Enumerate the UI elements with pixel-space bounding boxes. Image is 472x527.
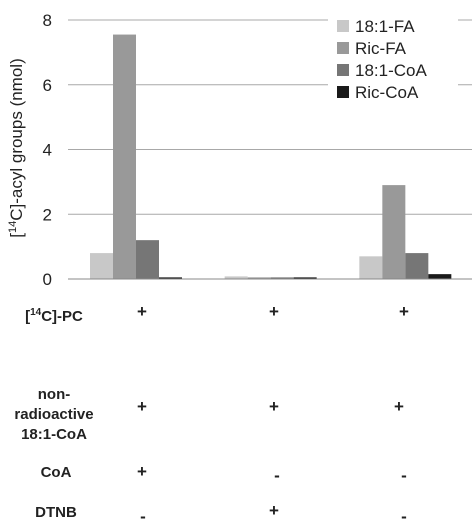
bar-18-1-fa [224, 276, 248, 279]
y-tick-label: 4 [43, 141, 52, 160]
condition-label-nonradioactive: non- radioactive 18:1-CoA [2, 385, 106, 445]
condition-label-coa: CoA [40, 464, 72, 481]
condition-value: + [269, 302, 279, 321]
condition-value: - [140, 507, 146, 526]
legend-swatch [337, 20, 349, 32]
y-tick-label: 2 [43, 205, 52, 224]
condition-value: - [401, 466, 407, 485]
y-tick-label: 6 [43, 76, 52, 95]
condition-label-dtnb: DTNB [35, 504, 77, 521]
bar-ric-coa [159, 277, 182, 279]
legend-label: 18:1-FA [355, 17, 415, 36]
condition-value: + [394, 397, 404, 416]
condition-label-line: radioactive [14, 406, 94, 423]
legend-swatch [337, 86, 349, 98]
condition-value: + [269, 397, 279, 416]
legend-label: Ric-CoA [355, 83, 419, 102]
condition-label-pc: [14C]-PC [25, 307, 83, 325]
y-tick-labels: 0 2 4 6 8 [43, 11, 52, 289]
bar-18-1-coa [270, 277, 294, 279]
condition-value: + [399, 302, 409, 321]
condition-value: - [274, 466, 280, 485]
bar-18-1-coa [136, 240, 159, 279]
condition-value: + [137, 302, 147, 321]
bar-18-1-fa [90, 253, 113, 279]
bar-ric-fa [382, 185, 406, 279]
condition-value: + [137, 397, 147, 416]
condition-value: + [269, 501, 279, 520]
bar-ric-fa [247, 277, 271, 279]
legend-swatch [337, 42, 349, 54]
legend-label: Ric-FA [355, 39, 407, 58]
bars [90, 34, 452, 279]
y-tick-label: 0 [43, 270, 52, 289]
condition-value: + [137, 462, 147, 481]
bar-chart: 0 2 4 6 8 [14C]-acyl groups (nmol) 18:1-FA Ri… [7, 8, 472, 289]
bar-18-1-fa [359, 256, 383, 279]
legend-label: 18:1-CoA [355, 61, 427, 80]
y-tick-label: 8 [43, 11, 52, 30]
condition-value: - [401, 507, 407, 526]
condition-label-line: non- [37, 386, 71, 403]
condition-label-line: 18:1-CoA [21, 426, 87, 443]
bar-18-1-coa [405, 253, 429, 279]
y-axis-label: [14C]-acyl groups (nmol) [7, 58, 26, 237]
legend: 18:1-FA Ric-FA 18:1-CoA Ric-CoA [328, 8, 458, 116]
bar-ric-coa [293, 277, 317, 279]
bar-ric-fa [113, 34, 136, 279]
legend-background [328, 8, 458, 116]
bar-ric-coa [428, 274, 452, 279]
legend-swatch [337, 64, 349, 76]
